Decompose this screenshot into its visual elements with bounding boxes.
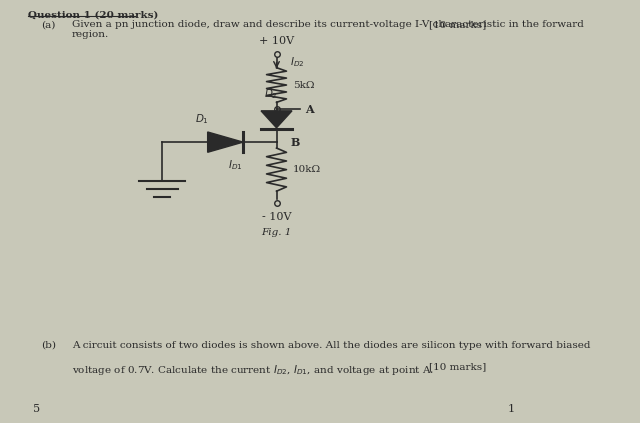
Text: 1: 1 xyxy=(507,404,515,414)
Text: Given a pn junction diode, draw and describe its current-voltage I-V characteris: Given a pn junction diode, draw and desc… xyxy=(72,20,584,29)
Text: (a): (a) xyxy=(42,20,56,29)
Text: $I_{D2}$: $I_{D2}$ xyxy=(291,55,305,69)
Text: A: A xyxy=(305,104,314,115)
Text: $D_1$: $D_1$ xyxy=(195,112,209,126)
Text: Fig. 1: Fig. 1 xyxy=(261,228,292,237)
Text: voltage of 0.7V. Calculate the current $I_{D2}$, $I_{D1}$, and voltage at point : voltage of 0.7V. Calculate the current $… xyxy=(72,363,434,376)
Polygon shape xyxy=(207,132,243,152)
Text: - 10V: - 10V xyxy=(262,212,291,222)
Text: 10kΩ: 10kΩ xyxy=(293,165,321,174)
Polygon shape xyxy=(261,111,292,128)
Text: [10 marks]: [10 marks] xyxy=(429,363,486,371)
Text: [10 marks]: [10 marks] xyxy=(429,20,486,29)
Text: + 10V: + 10V xyxy=(259,36,294,46)
Text: $I_{D1}$: $I_{D1}$ xyxy=(228,158,243,172)
Text: Question 1 (20 marks): Question 1 (20 marks) xyxy=(28,11,158,19)
Text: 5kΩ: 5kΩ xyxy=(293,80,315,90)
Text: A circuit consists of two diodes is shown above. All the diodes are silicon type: A circuit consists of two diodes is show… xyxy=(72,341,590,349)
Text: region.: region. xyxy=(72,30,109,39)
Text: $D_2$: $D_2$ xyxy=(264,87,278,101)
Text: B: B xyxy=(291,137,300,148)
Text: (b): (b) xyxy=(42,341,56,349)
Text: 5: 5 xyxy=(33,404,40,414)
